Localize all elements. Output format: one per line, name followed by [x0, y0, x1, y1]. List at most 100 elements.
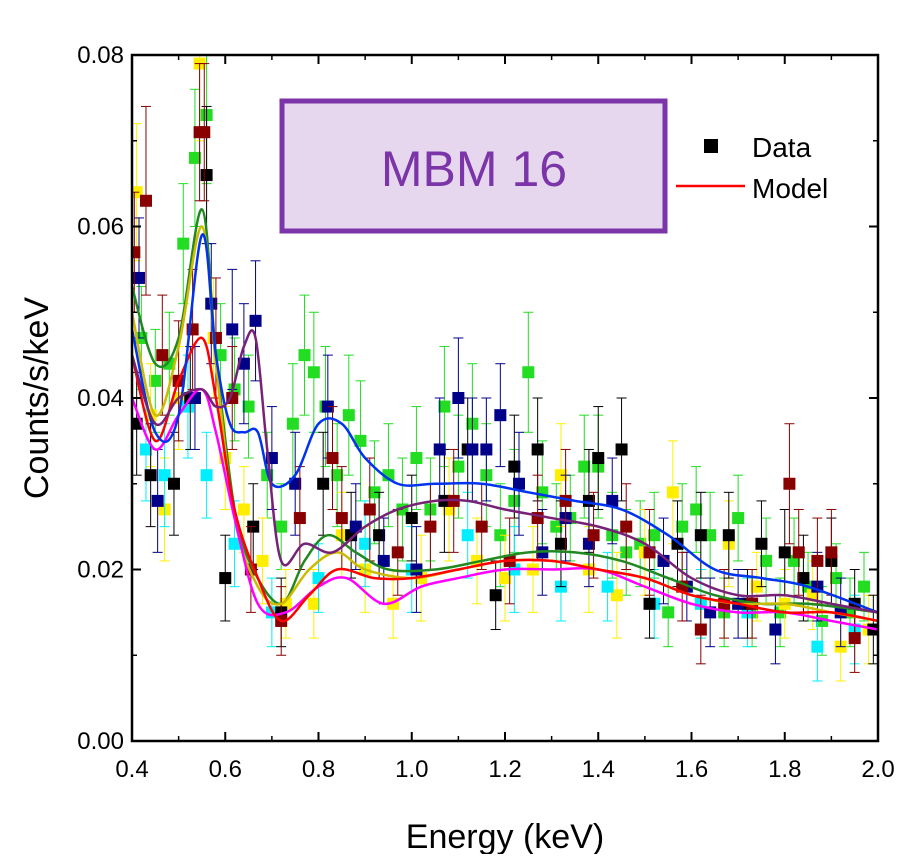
- legend: Data Model: [676, 132, 828, 204]
- data-point: [158, 469, 171, 482]
- data-point: [377, 554, 390, 567]
- data-point: [177, 237, 190, 250]
- data-point: [307, 366, 320, 379]
- x-tick-label: 1.8: [768, 756, 801, 783]
- data-point: [349, 520, 362, 533]
- data-point: [694, 529, 707, 542]
- data-point: [722, 529, 735, 542]
- data-point: [732, 512, 745, 525]
- data-point: [359, 537, 372, 550]
- data-point: [461, 529, 474, 542]
- data-point: [508, 460, 521, 473]
- data-point: [307, 597, 320, 610]
- data-point: [499, 572, 511, 585]
- data-point: [198, 126, 211, 139]
- chart-title-box: MBM 16: [279, 98, 668, 234]
- data-point: [132, 246, 141, 259]
- data-point: [317, 477, 330, 490]
- y-tick-label: 0.08: [77, 42, 124, 69]
- data-point: [373, 529, 386, 542]
- data-point: [475, 520, 488, 533]
- axis-ticks: 0.4 0.6 0.8 1.0 1.2 1.4 1.6 1.8 2.0 0.00 0.02 0.04 0…: [77, 42, 894, 783]
- data-point: [132, 271, 145, 284]
- data-point: [452, 460, 465, 473]
- data-point: [144, 469, 157, 482]
- data-point: [466, 443, 479, 456]
- legend-label-model: Model: [752, 173, 828, 204]
- data-point: [286, 417, 299, 430]
- model-line-4: [132, 233, 878, 614]
- data-point: [438, 400, 451, 413]
- data-point: [244, 563, 257, 576]
- data-point: [335, 512, 348, 525]
- y-tick-label: 0.00: [77, 728, 124, 755]
- data-point: [249, 314, 262, 327]
- data-point: [289, 477, 302, 490]
- x-axis-title: Energy (keV): [406, 818, 604, 854]
- data-point: [242, 400, 255, 413]
- data-point: [342, 409, 355, 422]
- data-point: [200, 169, 213, 182]
- x-tick-label: 1.2: [488, 756, 521, 783]
- data-point: [312, 572, 325, 585]
- y-tick-label: 0.06: [77, 214, 124, 241]
- data-point: [139, 443, 152, 456]
- data-point: [298, 349, 311, 362]
- data-point: [601, 580, 614, 593]
- data-point: [778, 546, 791, 559]
- data-point: [797, 572, 810, 585]
- data-point: [522, 366, 535, 379]
- data-point: [326, 452, 339, 465]
- data-point: [657, 554, 670, 567]
- data-point: [228, 537, 241, 550]
- data-point: [139, 194, 152, 207]
- data-point: [610, 589, 623, 602]
- x-tick-label: 1.0: [395, 756, 428, 783]
- data-point: [256, 554, 269, 567]
- data-point: [792, 546, 805, 559]
- chart-title-background: [279, 98, 668, 234]
- chart-title: MBM 16: [381, 141, 567, 197]
- data-point: [554, 537, 567, 550]
- data-point: [149, 374, 162, 387]
- data-point: [156, 349, 169, 362]
- data-point: [132, 417, 143, 430]
- data-point: [587, 529, 600, 542]
- data-point: [666, 486, 679, 499]
- data-point: [293, 512, 306, 525]
- data-point: [760, 554, 773, 567]
- data-point: [424, 520, 437, 533]
- data-point: [811, 554, 824, 567]
- data-point: [512, 477, 525, 490]
- data-point: [769, 623, 782, 636]
- data-point: [354, 434, 367, 447]
- data-point: [391, 546, 404, 559]
- x-tick-label: 0.4: [115, 756, 148, 783]
- data-point: [615, 443, 628, 456]
- data-point: [643, 597, 656, 610]
- data-point: [410, 563, 423, 576]
- data-point: [811, 640, 824, 653]
- data-point: [237, 503, 250, 516]
- x-tick-label: 1.6: [675, 756, 708, 783]
- y-tick-label: 0.02: [77, 557, 124, 584]
- data-point: [433, 443, 446, 456]
- x-tick-label: 1.4: [582, 756, 615, 783]
- data-point: [494, 409, 507, 422]
- data-point: [188, 151, 201, 164]
- data-point: [676, 520, 689, 533]
- data-point: [363, 503, 376, 516]
- x-tick-label: 0.6: [209, 756, 242, 783]
- data-point: [151, 494, 164, 507]
- data-point: [480, 443, 493, 456]
- data-point: [662, 606, 675, 619]
- data-point: [848, 632, 861, 645]
- data-point: [648, 529, 661, 542]
- data-point: [755, 537, 768, 550]
- model-line-3: [132, 336, 878, 623]
- data-point: [531, 443, 544, 456]
- data-point: [825, 546, 838, 559]
- data-point: [694, 623, 707, 636]
